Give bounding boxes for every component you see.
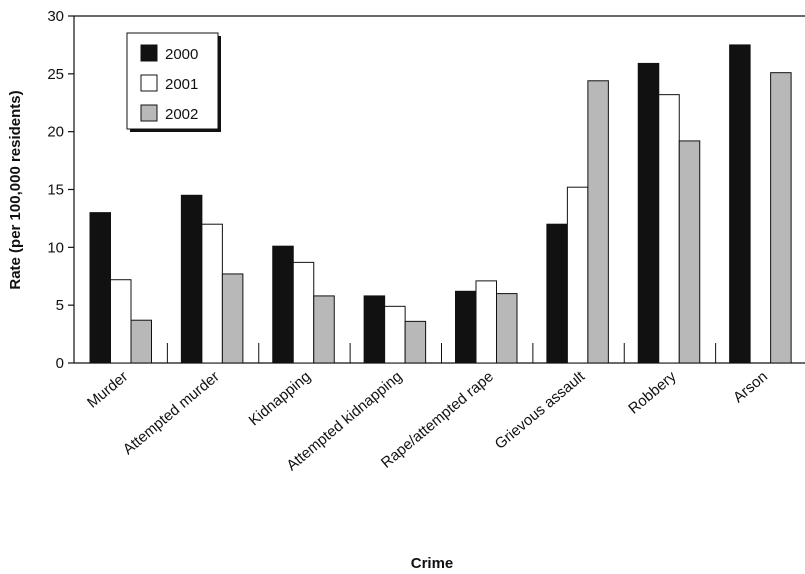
bar-2000 xyxy=(89,212,111,364)
bars xyxy=(89,44,792,364)
bar-2000 xyxy=(180,194,203,364)
legend-swatch-2000 xyxy=(140,44,158,62)
bar-2001 xyxy=(475,280,497,364)
x-tick-label: Grievous assault xyxy=(492,368,589,453)
bar-2001 xyxy=(658,94,680,364)
bar-2001 xyxy=(384,305,406,364)
y-tick-label: 30 xyxy=(47,8,64,25)
legend-swatch-2002 xyxy=(140,104,158,122)
bar-2000 xyxy=(729,44,751,364)
bar-2001 xyxy=(201,223,223,364)
x-tick-label: Kidnapping xyxy=(246,368,314,429)
y-tick-label: 15 xyxy=(47,182,64,199)
bar-2000 xyxy=(363,295,386,364)
y-axis-title: Rate (per 100,000 residents) xyxy=(7,90,24,289)
bar-2002 xyxy=(313,295,335,364)
legend-label: 2000 xyxy=(165,46,198,63)
x-tick-label: Murder xyxy=(84,368,131,412)
x-tick-label: Arson xyxy=(730,368,771,406)
y-tick-label: 0 xyxy=(56,355,64,372)
bar-2002 xyxy=(770,72,792,364)
x-axis-title: Crime xyxy=(411,555,454,572)
bar-2001 xyxy=(292,261,315,364)
bar-2002 xyxy=(404,320,427,364)
bar-2000 xyxy=(272,245,294,364)
bar-2002 xyxy=(678,140,701,364)
legend: 2000 2001 2002 xyxy=(126,32,221,132)
bar-2002 xyxy=(496,293,518,364)
legend-label: 2002 xyxy=(165,106,198,123)
bar-2002 xyxy=(221,273,244,364)
bar-2000 xyxy=(455,290,477,364)
bar-2001 xyxy=(566,186,589,364)
bar-2001 xyxy=(110,279,132,364)
x-tick-label: Attempted murder xyxy=(120,368,223,458)
bar-2000 xyxy=(637,62,660,364)
y-tick-label: 10 xyxy=(47,239,64,256)
y-tick-label: 25 xyxy=(47,66,64,83)
x-tick-label: Robbery xyxy=(625,368,680,418)
legend-swatch-2001 xyxy=(140,74,158,92)
bar-2002 xyxy=(130,319,152,364)
y-tick-label: 20 xyxy=(47,124,64,141)
y-tick-label: 5 xyxy=(56,297,64,314)
y-axis: 0 5 10 15 20 25 30 xyxy=(47,8,74,372)
legend-label: 2001 xyxy=(165,76,198,93)
bar-2000 xyxy=(546,223,568,364)
bar-2002 xyxy=(587,80,609,364)
